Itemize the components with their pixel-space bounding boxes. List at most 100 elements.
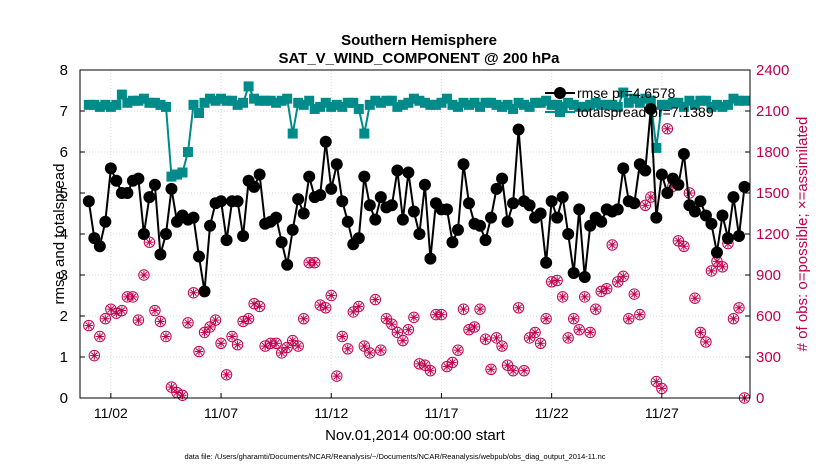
obs-cross (619, 272, 627, 280)
obs-point (209, 314, 222, 326)
obs-cross (195, 348, 203, 355)
rmse-point (104, 162, 117, 175)
totalspread-point (656, 99, 667, 110)
totalspread-point (469, 97, 480, 108)
obs-cross (427, 367, 434, 375)
rmse-point (297, 207, 310, 220)
rmse-point (220, 234, 233, 247)
rmse-point (99, 215, 112, 228)
x-axis-ticks: 11/02 11/07 11/12 11/17 11/22 11/27 (94, 393, 679, 421)
rmse-point (732, 230, 745, 243)
obs-cross (674, 237, 682, 245)
obs-circle (540, 313, 552, 325)
totalspread-point (216, 93, 227, 104)
obs-circle (716, 261, 729, 273)
x-tick-label: 11/12 (314, 405, 348, 421)
obs-point (567, 313, 580, 325)
obs-point (446, 356, 459, 369)
obs-cross (641, 201, 649, 209)
totalspread-point (392, 101, 403, 112)
obs-cross (333, 372, 341, 380)
obs-circle (628, 288, 640, 300)
rmse-point (512, 123, 525, 136)
obs-circle (727, 313, 740, 325)
left-tick-label: 2 (60, 308, 68, 325)
obs-cross (509, 367, 517, 375)
obs-point (700, 336, 712, 348)
totalspread-point (370, 95, 381, 106)
obs-point (397, 334, 409, 347)
obs-cross (559, 293, 567, 301)
totalspread-point (133, 95, 144, 106)
totalspread-point (326, 101, 337, 112)
totalspread-point (535, 97, 546, 108)
obs-circle (435, 308, 448, 321)
rmse-point (385, 199, 398, 212)
rmse-point (352, 232, 365, 245)
obs-point (529, 326, 541, 339)
obs-cross (168, 383, 175, 391)
totalspread-point (733, 95, 744, 106)
rmse-line (87, 108, 746, 292)
obs-circle (639, 199, 652, 212)
obs-circle (358, 340, 371, 352)
rmse-point (446, 236, 459, 249)
right-tick-label: 2100 (756, 103, 789, 120)
obs-cross (140, 271, 148, 279)
totalspread-point (711, 99, 722, 110)
obs-cross (680, 242, 688, 250)
totalspread-point (381, 95, 392, 106)
obs-point (562, 332, 574, 344)
obs-point (292, 340, 304, 352)
obs-circle (623, 313, 635, 325)
obs-cross (157, 318, 164, 325)
rmse-point (705, 217, 718, 230)
obs-point (485, 363, 497, 375)
rmse-point (93, 240, 106, 253)
obs-point (496, 340, 508, 352)
legend-spread-label: totalspread pr=7.1389 (577, 104, 714, 120)
obs-point (590, 303, 602, 315)
obs-point (253, 300, 266, 313)
obs-circle (391, 326, 404, 339)
totalspread-point (463, 99, 474, 110)
obs-point (678, 240, 690, 253)
rmse-point (193, 250, 206, 263)
obs-circle (468, 321, 481, 333)
right-axis-ticks: 0 300 600 900 1200 1500 1800 2100 2400 (745, 62, 789, 407)
obs-cross (663, 125, 671, 133)
totalspread-point (94, 101, 105, 112)
obs-circle (452, 344, 464, 356)
obs-cross (382, 315, 390, 323)
totalspread-point (386, 95, 397, 106)
totalspread-point (364, 99, 375, 110)
obs-point (182, 317, 194, 329)
obs-cross (471, 323, 478, 331)
totalspread-point (552, 99, 563, 110)
obs-cross (482, 335, 489, 343)
obs-point (435, 308, 448, 321)
totalspread-point (651, 142, 662, 153)
legend-spread-marker (555, 107, 565, 117)
obs-cross (476, 305, 484, 313)
totalspread-point (430, 99, 441, 110)
obs-point (639, 199, 652, 212)
obs-circle (584, 326, 596, 339)
obs-point (215, 337, 227, 350)
totalspread-point (524, 101, 535, 112)
obs-cross (719, 263, 726, 271)
totalspread-point (304, 95, 315, 106)
obs-cross (327, 292, 335, 299)
obs-circle (342, 343, 354, 355)
obs-point (187, 287, 200, 299)
totalspread-point (623, 97, 634, 108)
obs-cross (101, 315, 109, 323)
rmse-point (661, 187, 674, 199)
rmse-point (248, 180, 261, 193)
obs-circle (551, 274, 563, 287)
obs-circle (408, 311, 420, 324)
right-tick-label: 300 (756, 349, 781, 366)
obs-circle (534, 337, 547, 350)
totalspread-point (210, 95, 221, 106)
obs-point (573, 323, 585, 336)
